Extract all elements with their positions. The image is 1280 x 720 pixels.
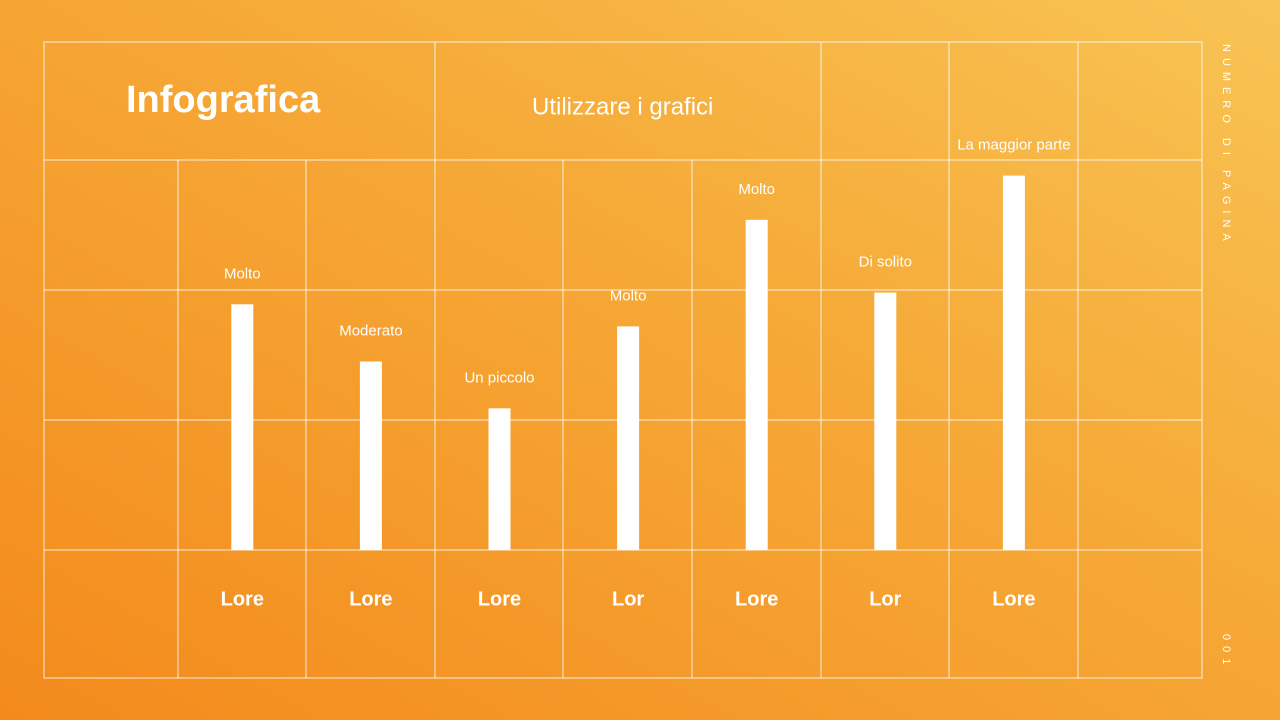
bar xyxy=(745,219,768,551)
page-number: 001 xyxy=(1220,634,1232,670)
x-tick-label: Lor xyxy=(612,588,644,610)
chart-title: Infografica xyxy=(126,79,321,121)
x-tick-label: Lore xyxy=(992,588,1035,610)
chart-subtitle: Utilizzare i grafici xyxy=(532,93,713,120)
bar-label: Di solito xyxy=(859,254,912,271)
bar-label: Molto xyxy=(738,181,775,198)
bar xyxy=(874,292,897,550)
bar-label: La maggior parte xyxy=(957,137,1070,154)
side-label: NUMERO DI PAGINA xyxy=(1220,44,1232,247)
bar-label: Moderato xyxy=(339,322,402,339)
x-tick-label: Lore xyxy=(735,588,778,610)
x-tick-label: Lore xyxy=(349,588,392,610)
grid xyxy=(43,41,1203,679)
x-tick-label: Lore xyxy=(221,588,264,610)
bar-label: Molto xyxy=(224,265,261,282)
bar-label: Molto xyxy=(610,287,647,304)
bar xyxy=(1002,175,1025,550)
bar xyxy=(231,304,254,550)
x-tick-label: Lor xyxy=(869,588,901,610)
bar-label: Un piccolo xyxy=(464,369,534,386)
bar xyxy=(617,326,640,550)
bar xyxy=(359,361,382,550)
x-tick-label: Lore xyxy=(478,588,521,610)
bar xyxy=(488,408,511,550)
